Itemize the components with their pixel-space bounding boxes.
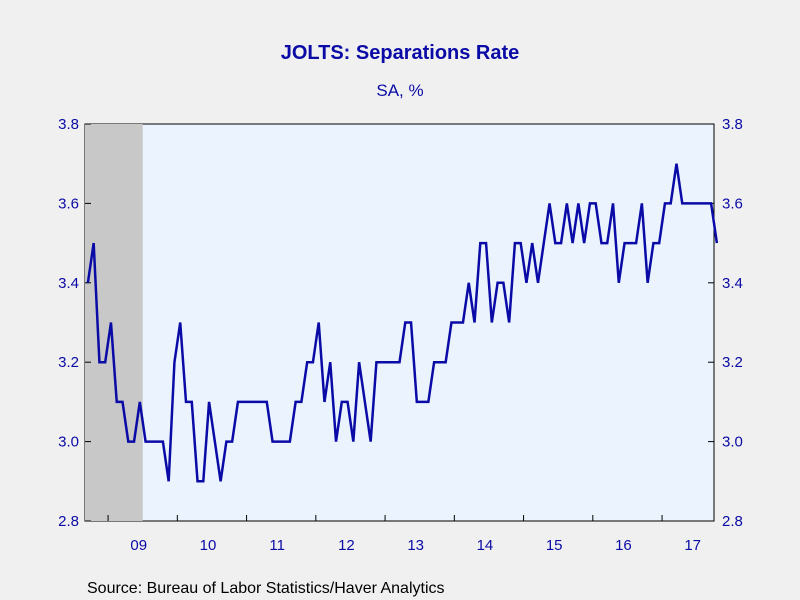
source-note: Source: Bureau of Labor Statistics/Haver… <box>87 580 445 597</box>
y-tick-label-left: 3.4 <box>58 275 79 292</box>
recession-shading <box>85 124 143 521</box>
y-tick-label-left: 3.6 <box>58 195 79 212</box>
y-tick-label-left: 3.0 <box>58 434 79 451</box>
y-tick-label-right: 3.2 <box>722 354 743 371</box>
x-tick-label: 10 <box>200 537 217 554</box>
chart-subtitle: SA, % <box>376 81 423 100</box>
y-tick-label-right: 2.8 <box>722 513 743 530</box>
y-tick-label-right: 3.0 <box>722 434 743 451</box>
x-tick-label: 16 <box>615 537 632 554</box>
y-tick-label-left: 3.2 <box>58 354 79 371</box>
plot-area <box>84 123 715 522</box>
x-tick-label: 12 <box>338 537 355 554</box>
y-tick-label-right: 3.4 <box>722 275 743 292</box>
y-tick-label-right: 3.8 <box>722 116 743 133</box>
y-tick-label-left: 3.8 <box>58 116 79 133</box>
x-tick-label: 13 <box>407 537 424 554</box>
x-tick-label: 11 <box>269 537 285 554</box>
x-tick-label: 14 <box>477 537 494 554</box>
x-tick-label: 09 <box>130 537 147 554</box>
y-tick-label-left: 2.8 <box>58 513 79 530</box>
x-tick-label: 17 <box>684 537 701 554</box>
chart-title: JOLTS: Separations Rate <box>281 42 520 64</box>
series-line-separations-rate <box>86 163 719 483</box>
y-tick-label-right: 3.6 <box>722 195 743 212</box>
x-tick-label: 15 <box>546 537 563 554</box>
